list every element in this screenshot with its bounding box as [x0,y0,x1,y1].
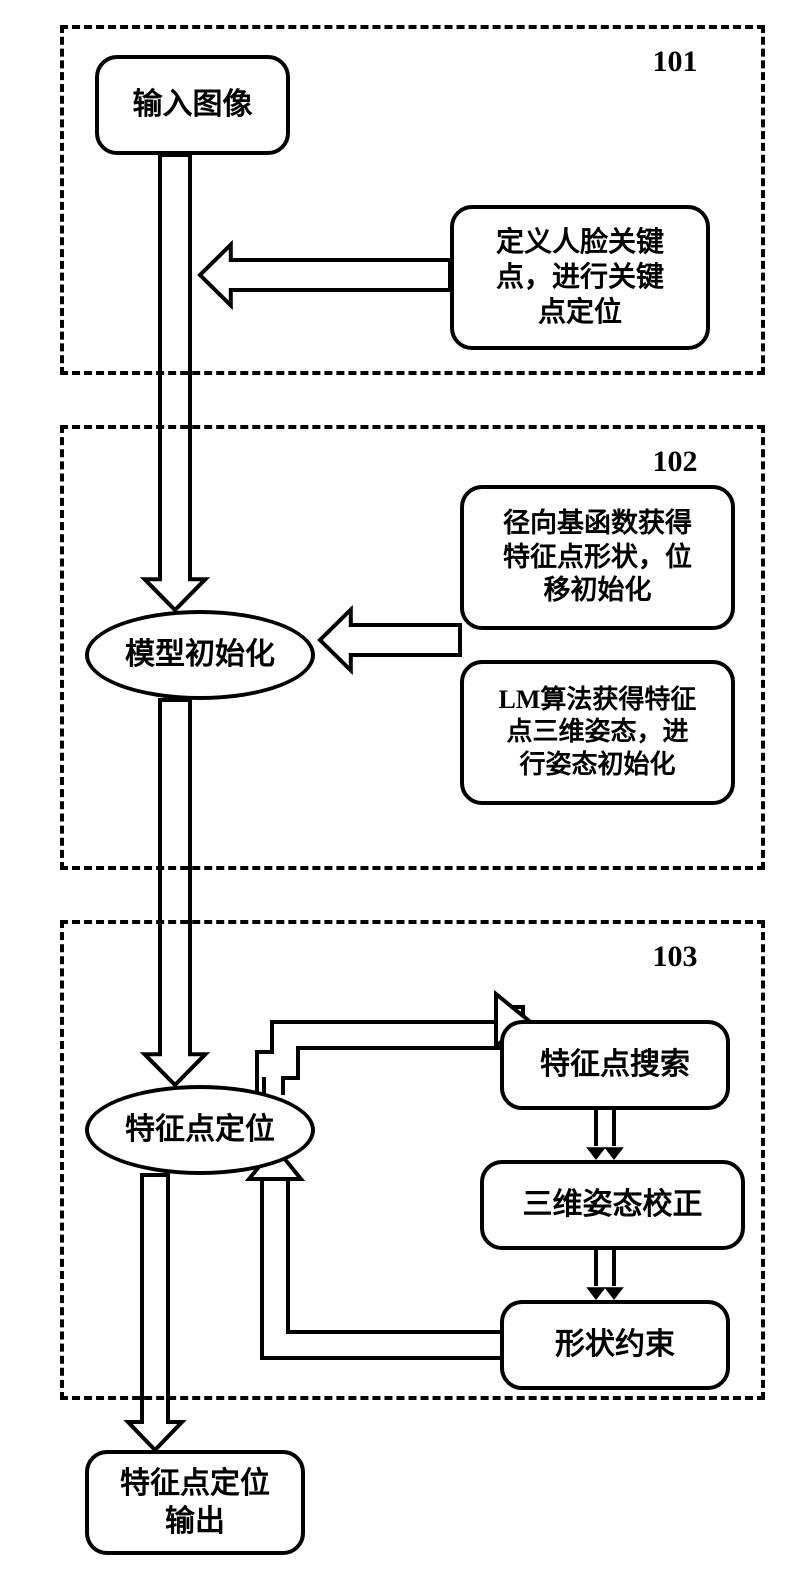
node-text-shape: 形状约束 [547,1322,683,1368]
node-output: 特征点定位 输出 [85,1450,305,1555]
section-label-s101: 101 [625,45,725,79]
node-pose: 三维姿态校正 [480,1160,745,1250]
node-text-input: 输入图像 [125,82,261,128]
node-text-rbf: 径向基函数获得 特征点形状，位 移初始化 [495,503,700,612]
node-text-output: 特征点定位 输出 [112,1461,278,1544]
node-text-featLoc: 特征点定位 [117,1107,283,1153]
section-label-s102: 102 [625,445,725,479]
node-input: 输入图像 [95,55,290,155]
node-text-lm: LM算法获得特征 点三维姿态，进 行姿态初始化 [491,680,705,786]
section-label-s103: 103 [625,940,725,974]
node-search: 特征点搜索 [500,1020,730,1110]
node-lm: LM算法获得特征 点三维姿态，进 行姿态初始化 [460,660,735,805]
node-text-keypoints: 定义人脸关键 点，进行关键 点定位 [488,221,672,334]
node-modelInit: 模型初始化 [85,610,315,700]
node-text-pose: 三维姿态校正 [515,1182,711,1228]
node-shape: 形状约束 [500,1300,730,1390]
node-rbf: 径向基函数获得 特征点形状，位 移初始化 [460,485,735,630]
diagram-canvas: 101 102 103 输入图像定义人脸关键 点，进行关键 点定位径向基函数获得 特征… [0,0,800,1582]
node-text-search: 特征点搜索 [532,1042,698,1088]
node-keypoints: 定义人脸关键 点，进行关键 点定位 [450,205,710,350]
node-text-modelInit: 模型初始化 [117,632,283,678]
node-featLoc: 特征点定位 [85,1085,315,1175]
